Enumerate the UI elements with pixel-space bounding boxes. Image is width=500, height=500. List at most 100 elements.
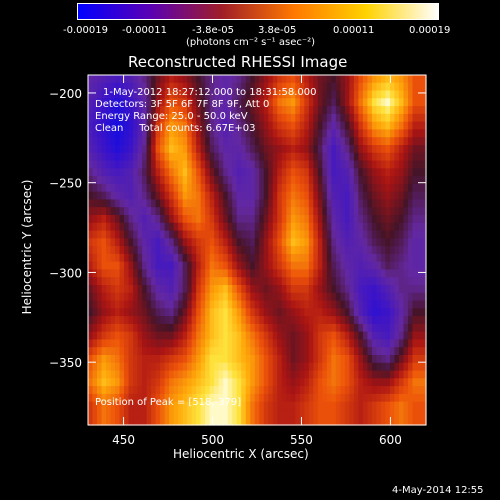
- heatmap-cell: [133, 316, 139, 325]
- heatmap-cell: [110, 238, 116, 247]
- heatmap-cell: [367, 409, 373, 418]
- heatmap-cell: [317, 409, 323, 418]
- heatmap-cell: [218, 207, 224, 216]
- heatmap-cell: [376, 145, 382, 154]
- heatmap-cell: [164, 253, 170, 263]
- heatmap-cell: [259, 355, 265, 364]
- heatmap-cell: [223, 191, 229, 201]
- heatmap-cell: [308, 401, 314, 411]
- heatmap-cell: [394, 98, 400, 107]
- heatmap-cell: [304, 347, 310, 356]
- heatmap-cell: [178, 145, 184, 154]
- heatmap-cell: [398, 308, 405, 317]
- annotation-clean-counts: Clean Total counts: 6.67E+03: [95, 123, 256, 134]
- heatmap-cell: [173, 183, 179, 193]
- heatmap-cell: [232, 121, 238, 131]
- heatmap-cell: [281, 90, 287, 99]
- heatmap-cell: [97, 339, 103, 348]
- heatmap-cell: [389, 292, 396, 302]
- heatmap-cell: [191, 409, 197, 418]
- heatmap-cell: [236, 370, 242, 379]
- heatmap-cell: [322, 230, 328, 239]
- heatmap-cell: [259, 75, 265, 84]
- heatmap-cell: [385, 152, 391, 162]
- heatmap-cell: [151, 215, 157, 224]
- heatmap-cell: [308, 129, 314, 138]
- heatmap-cell: [380, 215, 387, 224]
- heatmap-cell: [110, 261, 116, 271]
- heatmap-cell: [218, 98, 224, 107]
- heatmap-cell: [146, 215, 152, 224]
- heatmap-cell: [290, 183, 296, 193]
- heatmap-cell: [376, 183, 382, 193]
- heatmap-cell: [286, 331, 292, 341]
- heatmap-cell: [250, 339, 256, 348]
- heatmap-cell: [245, 75, 251, 84]
- heatmap-cell: [187, 121, 193, 131]
- heatmap-cell: [196, 393, 202, 403]
- heatmap-cell: [317, 355, 323, 364]
- heatmap-cell: [371, 308, 378, 317]
- heatmap-cell: [362, 331, 369, 341]
- heatmap-cell: [115, 323, 121, 333]
- heatmap-cell: [223, 145, 229, 154]
- heatmap-cell: [164, 386, 170, 395]
- heatmap-cell: [376, 238, 382, 247]
- heatmap-cell: [187, 129, 193, 138]
- heatmap-cell: [146, 152, 152, 162]
- heatmap-cell: [263, 207, 269, 216]
- heatmap-cell: [133, 137, 139, 146]
- heatmap-cell: [295, 106, 301, 115]
- heatmap-cell: [389, 160, 396, 169]
- heatmap-cell: [250, 238, 256, 247]
- heatmap-cell: [187, 393, 193, 403]
- heatmap-cell: [380, 409, 387, 418]
- heatmap-cell: [263, 90, 269, 99]
- heatmap-cell: [313, 176, 319, 185]
- heatmap-cell: [241, 370, 247, 379]
- heatmap-cell: [227, 316, 233, 325]
- heatmap-cell: [317, 253, 323, 263]
- heatmap-cell: [191, 129, 197, 138]
- heatmap-cell: [187, 82, 193, 92]
- heatmap-cell: [394, 378, 400, 387]
- heatmap-cell: [196, 401, 202, 411]
- heatmap-cell: [209, 176, 215, 185]
- heatmap-cell: [128, 75, 134, 84]
- heatmap-cell: [146, 292, 152, 302]
- heatmap-cell: [326, 82, 332, 92]
- heatmap-cell: [376, 129, 382, 138]
- heatmap-cell: [218, 215, 224, 224]
- heatmap-cell: [106, 152, 112, 162]
- heatmap-cell: [223, 230, 229, 239]
- heatmap-cell: [308, 75, 314, 84]
- heatmap-cell: [151, 113, 157, 123]
- heatmap-cell: [209, 308, 215, 317]
- heatmap-cell: [209, 106, 215, 115]
- heatmap-cell: [326, 277, 332, 286]
- heatmap-cell: [245, 215, 251, 224]
- heatmap-cell: [272, 339, 278, 348]
- heatmap-cell: [304, 176, 310, 185]
- heatmap-cell: [412, 246, 418, 255]
- heatmap-cell: [394, 113, 400, 123]
- heatmap-cell: [182, 285, 188, 294]
- heatmap-cell: [326, 339, 332, 348]
- heatmap-cell: [88, 215, 94, 224]
- heatmap-cell: [308, 323, 314, 333]
- heatmap-cell: [421, 401, 427, 411]
- heatmap-cell: [394, 121, 400, 131]
- heatmap-cell: [151, 106, 157, 115]
- heatmap-cell: [155, 129, 161, 138]
- heatmap-cell: [254, 409, 260, 418]
- heatmap-cell: [218, 393, 224, 403]
- heatmap-cell: [196, 277, 202, 286]
- heatmap-cell: [389, 168, 396, 177]
- heatmap-cell: [128, 98, 134, 107]
- heatmap-cell: [335, 90, 341, 99]
- heatmap-cell: [245, 137, 251, 146]
- heatmap-cell: [128, 176, 134, 185]
- heatmap-cell: [362, 106, 369, 115]
- heatmap-cell: [128, 199, 134, 208]
- heatmap-cell: [340, 323, 346, 333]
